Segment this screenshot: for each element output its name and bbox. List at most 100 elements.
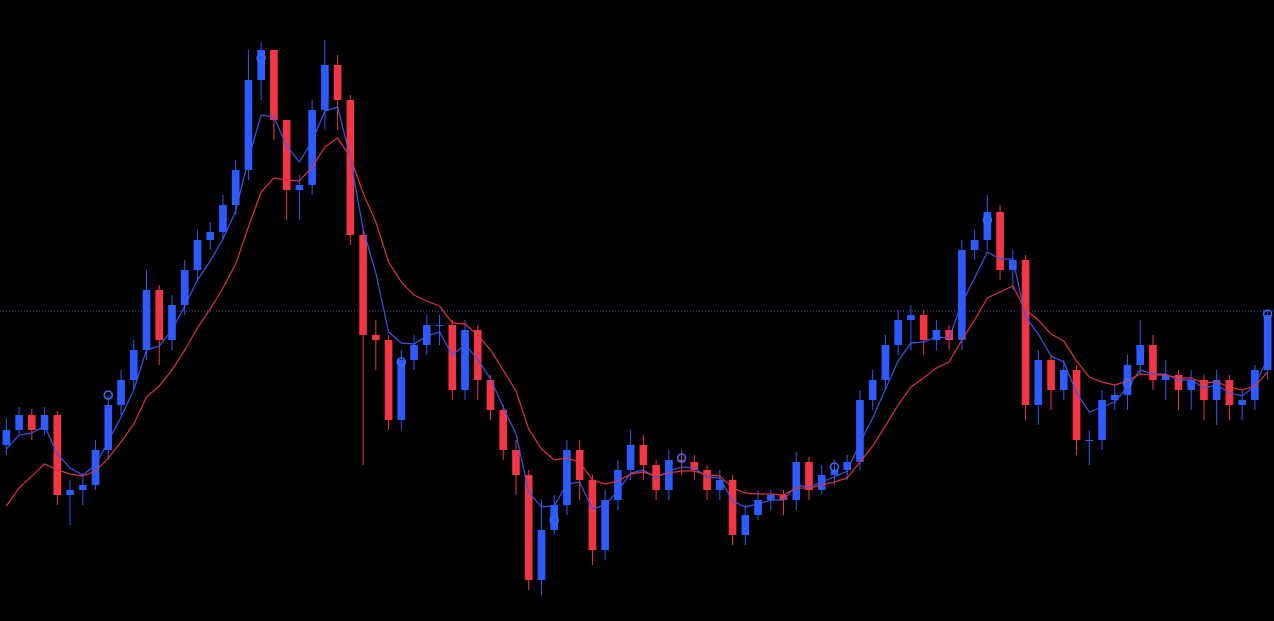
candle-body — [754, 500, 762, 515]
candle-body — [53, 415, 62, 495]
candle-body — [1136, 345, 1145, 365]
signal-marker — [396, 357, 407, 367]
candle-body — [843, 462, 852, 470]
candle-body — [601, 500, 609, 550]
candle-body — [677, 460, 686, 462]
candle-body — [359, 235, 367, 335]
candle-body — [308, 110, 316, 185]
candle-body — [1238, 400, 1246, 405]
candle-body — [499, 410, 508, 450]
candle-body — [2, 430, 11, 445]
signal-marker — [1122, 378, 1133, 388]
candle-body — [206, 232, 215, 240]
candle-body — [614, 470, 622, 500]
candle-body — [830, 470, 839, 475]
candle-body — [1021, 260, 1030, 405]
candle-body — [91, 450, 100, 485]
candle-body — [1200, 380, 1208, 400]
candle-body — [78, 485, 87, 490]
candle-body — [1110, 395, 1119, 400]
candle-body — [665, 460, 673, 490]
candle-body — [1263, 315, 1272, 370]
candle-body — [1098, 400, 1106, 440]
candle-body — [1059, 370, 1068, 390]
candle-body — [486, 380, 495, 410]
candle-body — [142, 290, 151, 350]
candle-body — [945, 330, 953, 340]
candle-body — [1161, 375, 1170, 380]
candle-body — [537, 530, 546, 580]
candle-body — [1212, 380, 1221, 400]
candle-body — [257, 50, 265, 80]
candle-body — [372, 335, 380, 340]
candle-body — [856, 400, 864, 462]
candle-body — [588, 480, 597, 550]
candle-body — [907, 315, 915, 320]
candle-body — [626, 445, 635, 470]
candle-body — [766, 495, 775, 500]
signal-marker — [1262, 309, 1273, 319]
candle-body — [244, 80, 253, 170]
candle-body — [1009, 260, 1017, 270]
candle-body — [728, 480, 737, 535]
candle-body — [868, 380, 877, 400]
candle-body — [66, 490, 74, 495]
candle-body — [715, 480, 724, 490]
candle-body — [1034, 360, 1043, 405]
signal-marker — [982, 215, 993, 225]
candle-body — [104, 405, 113, 450]
candle-body — [168, 305, 176, 340]
candle-body — [346, 100, 355, 235]
candle-body — [473, 330, 482, 380]
candle-body — [1174, 375, 1183, 390]
candle-body — [805, 462, 813, 490]
candle-body — [919, 315, 928, 340]
candle-body — [690, 462, 699, 470]
candle-body — [1072, 370, 1081, 440]
candle-body — [180, 270, 189, 305]
candle-body — [155, 290, 164, 340]
candle-body — [40, 415, 49, 430]
candle-body — [970, 240, 979, 250]
candle-body — [1047, 360, 1055, 390]
signal-marker — [829, 462, 840, 472]
candle-body — [461, 330, 469, 390]
candle-body — [996, 212, 1004, 270]
candle-body — [15, 415, 23, 430]
candle-body — [792, 462, 801, 500]
candle-body — [410, 345, 418, 360]
candle-body — [512, 450, 520, 475]
signal-marker — [676, 453, 687, 463]
candle-body — [231, 170, 240, 205]
candle-body — [435, 325, 444, 326]
candle-body — [563, 450, 571, 505]
candle-body — [639, 445, 648, 465]
candle-body — [422, 325, 431, 345]
candle-body — [1123, 365, 1132, 395]
candle-body — [741, 515, 750, 535]
signal-marker — [256, 53, 266, 63]
candle-body — [117, 380, 125, 405]
candle-body — [524, 475, 533, 580]
candle-body — [932, 330, 941, 340]
candle-body — [550, 505, 559, 530]
candle-body — [1187, 380, 1196, 390]
candle-body — [333, 65, 342, 100]
candle-body — [321, 65, 329, 110]
candle-body — [193, 240, 202, 270]
candle-body — [881, 345, 890, 380]
candle-body — [28, 415, 36, 430]
ma-line — [5, 106, 1269, 510]
ma-line — [5, 137, 1269, 507]
candle-body — [575, 450, 584, 480]
candle-body — [1085, 440, 1094, 441]
candle-body — [448, 325, 457, 390]
candle-body — [983, 212, 992, 240]
signal-marker — [549, 515, 559, 525]
candle-body — [282, 120, 291, 190]
candle-body — [779, 495, 788, 500]
candle-body — [384, 340, 393, 420]
candle-body — [397, 360, 406, 420]
candle-body — [1149, 345, 1157, 380]
